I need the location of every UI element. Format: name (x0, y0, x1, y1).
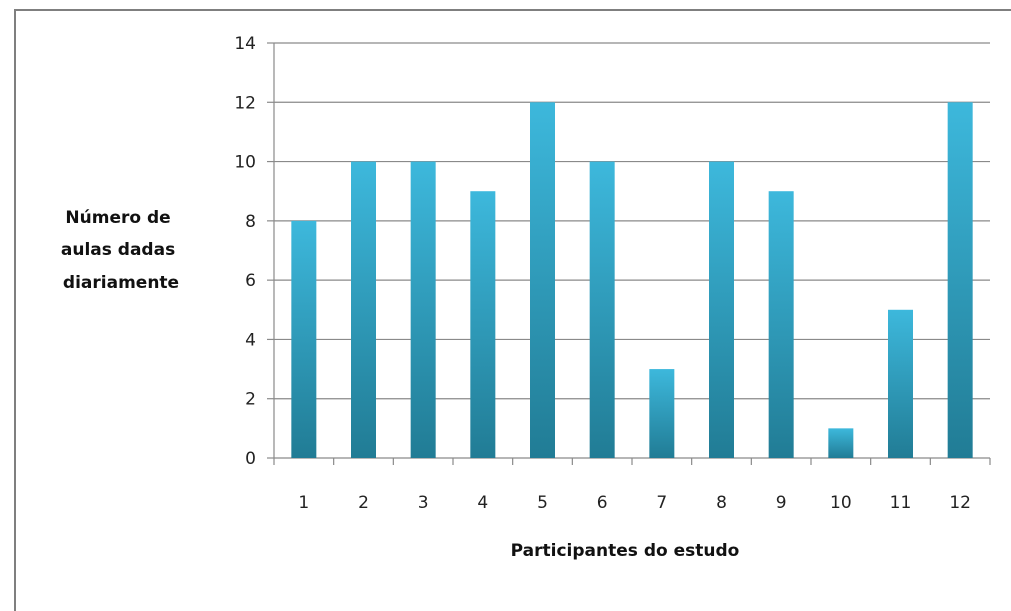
x-tick-label: 2 (358, 493, 369, 513)
bar (589, 161, 615, 459)
x-tick-label: 1 (298, 493, 309, 513)
y-axis-title-line-2: aulas dadas (61, 240, 175, 260)
y-tick-label: 4 (245, 330, 256, 350)
gridlines (274, 42, 990, 400)
x-tick-label: 7 (656, 493, 667, 513)
bar (351, 161, 376, 459)
x-tick-label: 10 (830, 493, 852, 513)
x-tick-label: 8 (716, 493, 727, 513)
bar (888, 309, 913, 458)
y-axis-title: Número de aulas dadas diariamente (61, 208, 181, 293)
y-tick-label: 10 (234, 153, 256, 173)
x-tick-label: 4 (477, 493, 488, 513)
bar (649, 369, 675, 458)
x-tick-label: 12 (949, 493, 971, 513)
bar (291, 220, 317, 458)
y-tick-label: 8 (245, 212, 256, 232)
x-tick-label: 5 (537, 493, 548, 513)
x-tick-label: 6 (597, 493, 608, 513)
bar (530, 102, 555, 459)
y-tick-label: 0 (245, 449, 256, 469)
bar (470, 191, 496, 458)
y-tick-labels: 0 2 4 6 8 10 12 14 (234, 34, 256, 469)
bar (768, 191, 794, 458)
x-tick-labels: 1 2 3 4 5 6 7 8 9 10 11 12 (298, 493, 971, 513)
y-tick-label: 14 (234, 34, 256, 54)
x-axis-title: Participantes do estudo (511, 541, 740, 561)
chart-frame (14, 9, 1011, 611)
y-tick-label: 2 (245, 390, 256, 410)
bar (828, 428, 854, 458)
bars (291, 102, 973, 459)
x-tick-label: 3 (418, 493, 429, 513)
bar (410, 161, 436, 459)
y-tick-label: 12 (234, 93, 256, 113)
bar (947, 102, 973, 459)
y-axis-title-line-1: Número de (65, 208, 170, 228)
y-tick-label: 6 (245, 271, 256, 291)
y-axis-title-line-3: diariamente (63, 273, 179, 293)
x-tick-label: 11 (890, 493, 912, 513)
bar (709, 161, 734, 459)
x-tick-label: 9 (776, 493, 787, 513)
axes (267, 42, 991, 465)
